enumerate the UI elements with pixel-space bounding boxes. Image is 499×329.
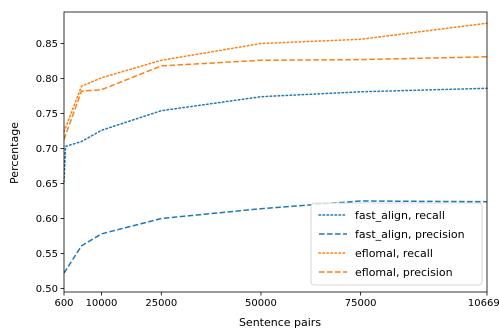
y-tick-label-4: 0.70 [36, 144, 58, 155]
plot-frame [63, 11, 488, 293]
y-tick-label-2: 0.60 [36, 214, 58, 225]
x-tick-label-3: 50000 [245, 298, 277, 309]
x-tick-label-1: 10000 [86, 298, 118, 309]
legend-entry-3: eflomal, precision [355, 266, 453, 279]
series-line-3 [63, 56, 488, 140]
legend-box [310, 202, 483, 286]
x-axis-label: Sentence pairs [239, 316, 321, 329]
y-tick-label-3: 0.65 [36, 179, 58, 190]
series-line-0 [63, 87, 488, 183]
x-tick-label-4: 75000 [345, 298, 377, 309]
series-line-2 [63, 22, 488, 133]
y-tick-label-6: 0.80 [36, 74, 58, 85]
x-tick-label-5: 106691 [468, 298, 499, 309]
y-tick-label-0: 0.50 [36, 284, 58, 295]
legend-entry-2: eflomal, recall [355, 247, 433, 260]
y-axis-label: Percentage [8, 122, 21, 184]
legend-entry-0: fast_align, recall [355, 209, 445, 222]
y-tick-label-5: 0.75 [36, 109, 58, 120]
y-tick-label-1: 0.55 [36, 249, 58, 260]
x-tick-label-2: 25000 [145, 298, 177, 309]
legend-entry-1: fast_align, precision [355, 228, 465, 241]
plot-area: 600 10000 25000 50000 75000 106691 0.50 0.55 0.6… [36, 11, 499, 309]
series-line-1 [63, 200, 488, 274]
x-tick-label-0: 600 [54, 298, 73, 309]
y-tick-label-7: 0.85 [36, 39, 58, 50]
